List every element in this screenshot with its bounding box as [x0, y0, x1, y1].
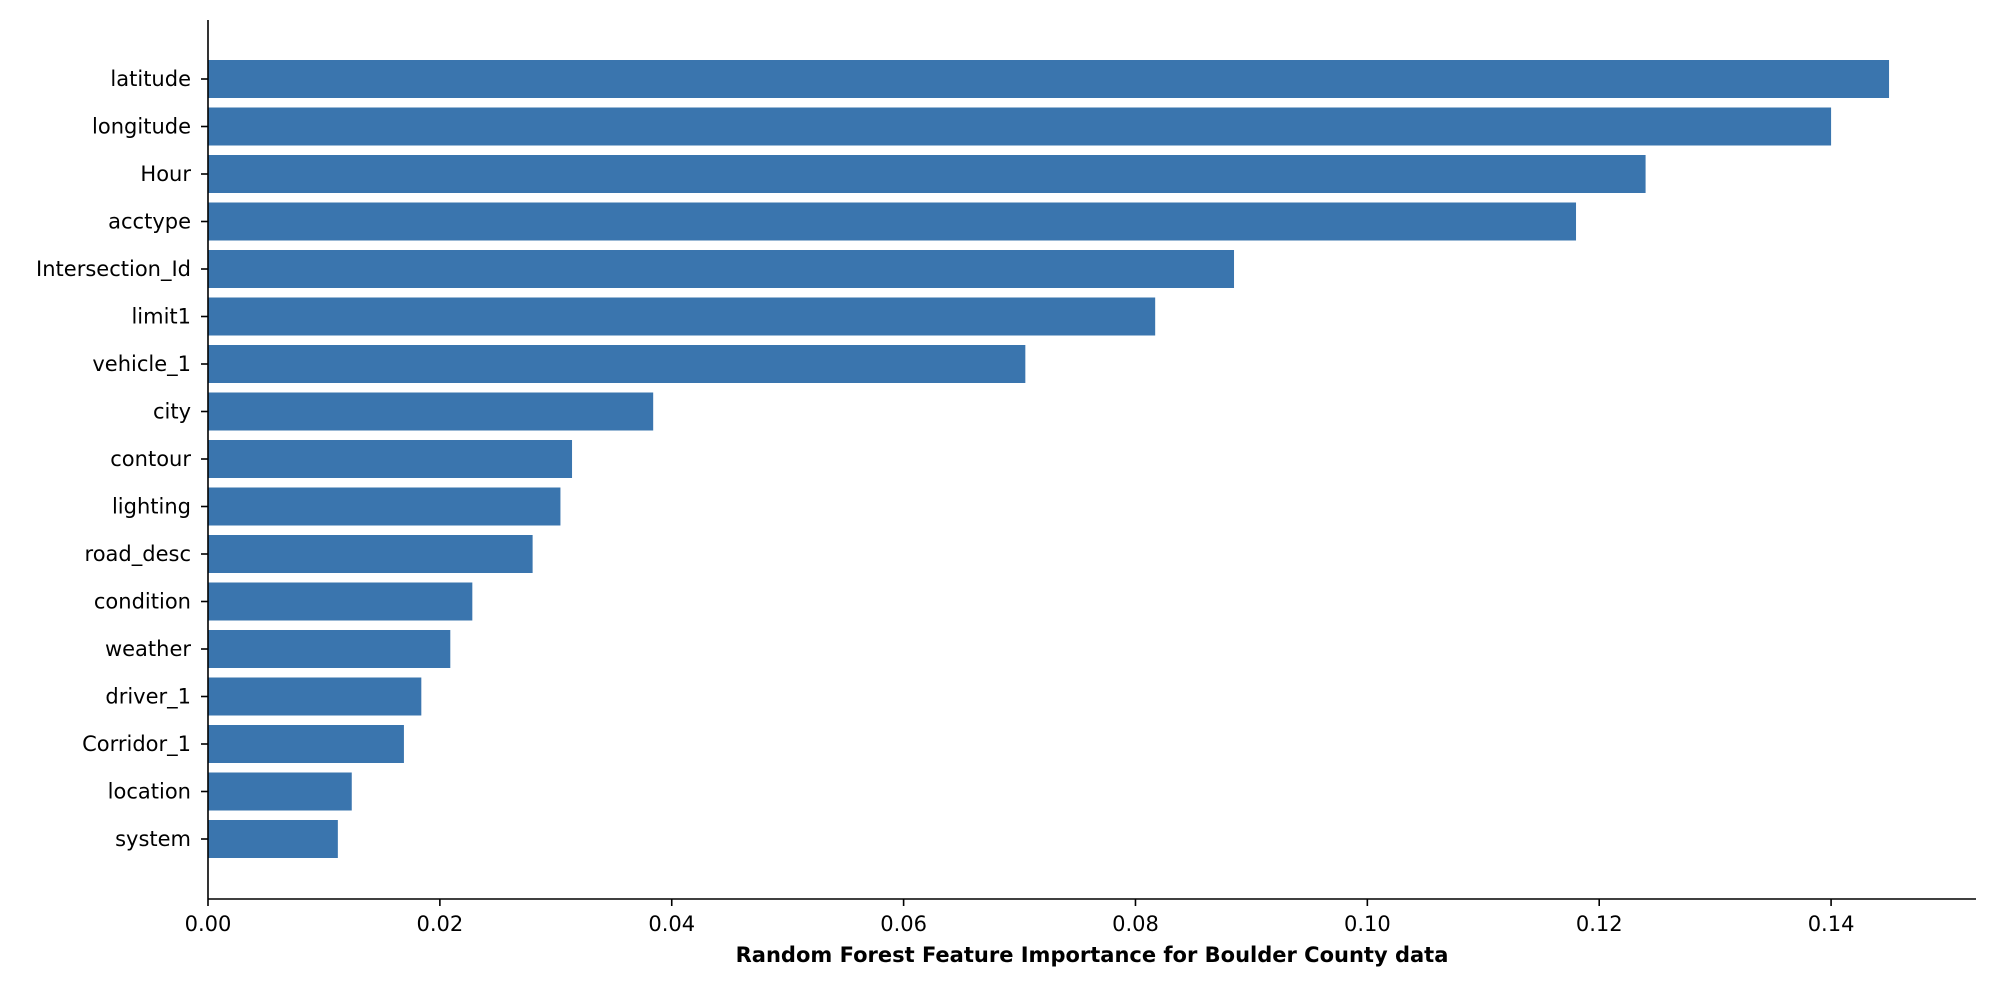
- bar-location: [208, 772, 352, 811]
- y-tick-label: system: [115, 827, 191, 851]
- bar-hour: [208, 155, 1646, 193]
- y-tick-label: city: [153, 400, 191, 424]
- y-tick-label: acctype: [108, 210, 191, 234]
- bar-limit1: [208, 297, 1156, 336]
- x-tick-label: 0.06: [880, 912, 927, 936]
- bar-latitude: [208, 60, 1890, 98]
- y-tick-label: contour: [110, 447, 191, 471]
- y-tick-label: condition: [94, 590, 191, 614]
- y-tick-label: weather: [105, 637, 191, 661]
- bar-condition: [208, 582, 473, 621]
- x-tick-label: 0.14: [1808, 912, 1855, 936]
- bar-city: [208, 392, 654, 431]
- y-tick-label: limit1: [131, 305, 191, 329]
- y-tick-label: Hour: [140, 162, 191, 186]
- bar-driver-1: [208, 677, 422, 716]
- bars-group: [208, 60, 1890, 858]
- y-tick-label: Corridor_1: [82, 732, 191, 757]
- y-tick-label: driver_1: [105, 685, 191, 710]
- y-tick-label: longitude: [92, 115, 191, 139]
- bar-contour: [208, 440, 573, 478]
- bar-system: [208, 820, 338, 858]
- y-tick-label: Intersection_Id: [36, 257, 191, 282]
- x-tick-label: 0.02: [416, 912, 463, 936]
- y-tick-labels: latitude longitude Hour acctype Intersection…: [36, 67, 208, 851]
- x-tick-label: 0.12: [1576, 912, 1623, 936]
- bar-longitude: [208, 107, 1832, 146]
- y-tick-label: location: [108, 780, 191, 804]
- bar-lighting: [208, 487, 561, 526]
- y-tick-label: vehicle_1: [92, 352, 191, 377]
- bar-road-desc: [208, 535, 533, 573]
- y-tick-label: lighting: [112, 495, 191, 519]
- bar-acctype: [208, 202, 1577, 241]
- x-tick-label: 0.10: [1344, 912, 1391, 936]
- x-tick-label: 0.08: [1112, 912, 1159, 936]
- x-tick-label: 0.00: [185, 912, 232, 936]
- x-tick-label: 0.04: [648, 912, 695, 936]
- bar-corridor-1: [208, 725, 404, 763]
- x-axis-title: Random Forest Feature Importance for Bou…: [736, 943, 1449, 967]
- y-tick-label: latitude: [110, 67, 191, 91]
- bar-vehicle-1: [208, 345, 1026, 383]
- bar-intersection-id: [208, 250, 1235, 288]
- bar-weather: [208, 630, 451, 668]
- y-tick-label: road_desc: [85, 542, 191, 567]
- x-ticks: 0.00 0.02 0.04 0.06 0.08 0.10 0.12 0.14: [185, 899, 1855, 936]
